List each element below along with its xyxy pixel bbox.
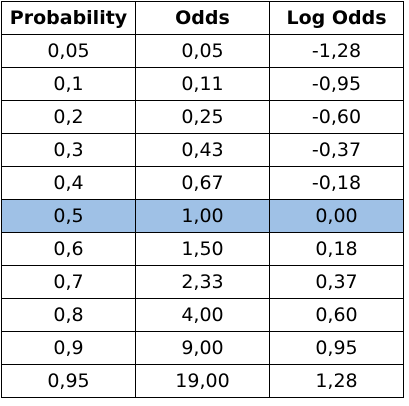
- cell-log-odds: -0,37: [269, 133, 404, 167]
- cell-odds: 1,00: [135, 199, 270, 233]
- cell-odds: 2,33: [135, 265, 270, 299]
- table-body: 0,05 0,05 -1,28 0,1 0,11 -0,95 0,2 0,25 -0,60 0,3…: [1, 34, 404, 398]
- cell-odds: 1,50: [135, 232, 270, 266]
- cell-probability: 0,9: [1, 331, 136, 365]
- cell-log-odds: -1,28: [269, 34, 404, 68]
- cell-odds: 9,00: [135, 331, 270, 365]
- header-log-odds: Log Odds: [269, 1, 404, 35]
- header-probability: Probability: [1, 1, 136, 35]
- cell-log-odds: 0,60: [269, 298, 404, 332]
- cell-probability: 0,7: [1, 265, 136, 299]
- cell-probability: 0,05: [1, 34, 136, 68]
- cell-log-odds: -0,18: [269, 166, 404, 200]
- table-row: 0,2 0,25 -0,60: [1, 100, 404, 134]
- cell-log-odds: -0,95: [269, 67, 404, 101]
- table-row: 0,3 0,43 -0,37: [1, 133, 404, 167]
- cell-odds: 0,05: [135, 34, 270, 68]
- table-row: 0,9 9,00 0,95: [1, 331, 404, 365]
- cell-probability: 0,5: [1, 199, 136, 233]
- cell-log-odds: 0,00: [269, 199, 404, 233]
- probability-odds-table: Probability Odds Log Odds 0,05 0,05 -1,28 0…: [1, 1, 404, 398]
- cell-probability: 0,8: [1, 298, 136, 332]
- header-odds: Odds: [135, 1, 270, 35]
- cell-log-odds: 0,37: [269, 265, 404, 299]
- cell-odds: 4,00: [135, 298, 270, 332]
- cell-probability: 0,95: [1, 364, 136, 398]
- cell-odds: 0,25: [135, 100, 270, 134]
- table-row: 0,7 2,33 0,37: [1, 265, 404, 299]
- cell-log-odds: 0,95: [269, 331, 404, 365]
- cell-probability: 0,2: [1, 100, 136, 134]
- table-row: 0,6 1,50 0,18: [1, 232, 404, 266]
- cell-probability: 0,6: [1, 232, 136, 266]
- cell-log-odds: 0,18: [269, 232, 404, 266]
- header-row: Probability Odds Log Odds: [1, 1, 404, 35]
- table-row: 0,5 1,00 0,00: [1, 199, 404, 233]
- cell-odds: 19,00: [135, 364, 270, 398]
- table-row: 0,1 0,11 -0,95: [1, 67, 404, 101]
- cell-odds: 0,43: [135, 133, 270, 167]
- cell-odds: 0,11: [135, 67, 270, 101]
- table-row: 0,05 0,05 -1,28: [1, 34, 404, 68]
- table-row: 0,4 0,67 -0,18: [1, 166, 404, 200]
- cell-log-odds: -0,60: [269, 100, 404, 134]
- cell-log-odds: 1,28: [269, 364, 404, 398]
- cell-odds: 0,67: [135, 166, 270, 200]
- table-row: 0,95 19,00 1,28: [1, 364, 404, 398]
- cell-probability: 0,1: [1, 67, 136, 101]
- cell-probability: 0,3: [1, 133, 136, 167]
- cell-probability: 0,4: [1, 166, 136, 200]
- table-row: 0,8 4,00 0,60: [1, 298, 404, 332]
